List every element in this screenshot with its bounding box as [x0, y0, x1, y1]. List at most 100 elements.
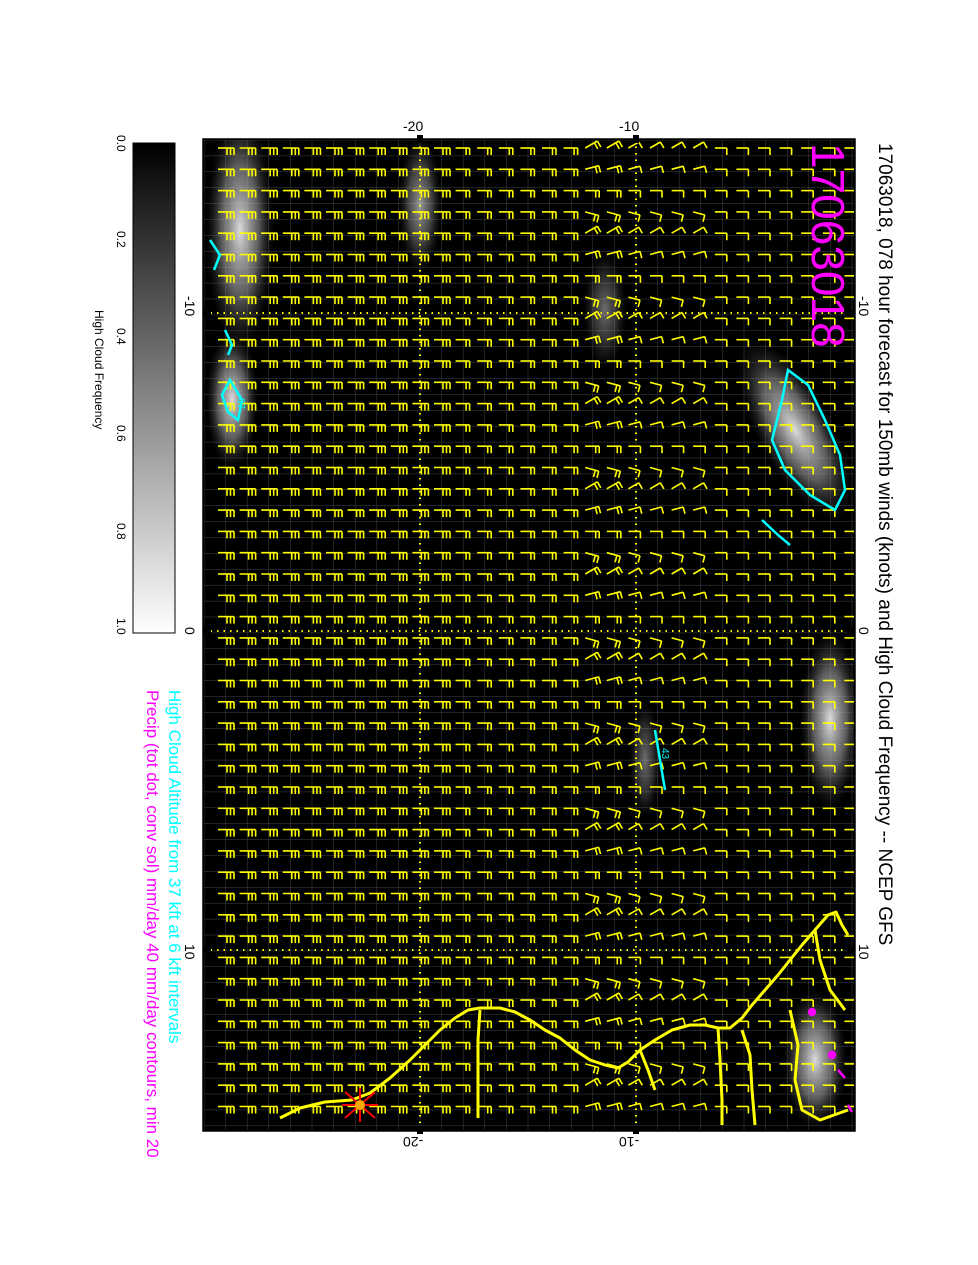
wind-barb	[347, 1041, 365, 1050]
wind-barb	[477, 850, 493, 858]
wind-barb	[434, 956, 451, 965]
wind-barb	[369, 509, 387, 518]
wind-barb	[412, 487, 430, 496]
wind-barb	[736, 722, 750, 731]
wind-barb	[585, 786, 601, 794]
wind-barb	[477, 637, 493, 645]
wind-barb	[390, 679, 408, 688]
wind-barb	[261, 637, 279, 645]
top-tick-label: -20	[403, 118, 424, 134]
wind-barb	[692, 676, 708, 685]
wind-barb	[779, 530, 793, 539]
wind-barb	[563, 615, 579, 624]
wind-barb	[412, 381, 430, 390]
wind-barb	[239, 530, 257, 539]
wind-barb	[671, 761, 686, 770]
wind-barb	[779, 338, 793, 347]
wind-barb	[844, 487, 854, 490]
wind-barb	[390, 168, 408, 177]
wind-barb	[304, 530, 322, 539]
wind-barb	[477, 700, 493, 709]
wind-barb	[326, 1020, 343, 1029]
cloud-patch	[737, 339, 853, 521]
wind-barb	[304, 445, 322, 454]
wind-barb	[606, 211, 622, 223]
wind-barb	[801, 360, 815, 368]
wind-barb	[304, 317, 322, 326]
wind-barb	[477, 999, 493, 1007]
wind-barb	[434, 1105, 451, 1114]
wind-barb	[326, 850, 343, 858]
wind-barb	[390, 786, 408, 794]
wind-barb	[218, 147, 235, 155]
wind-barb	[801, 999, 815, 1007]
wind-barb	[758, 274, 771, 283]
wind-barb	[455, 424, 471, 432]
wind-barb	[692, 761, 708, 770]
wind-barb	[369, 168, 387, 177]
wind-barb	[347, 253, 365, 262]
wind-barb	[304, 424, 322, 432]
wind-barb	[434, 253, 451, 262]
wind-barb	[650, 871, 663, 880]
wind-barb	[434, 637, 451, 645]
wind-barb	[520, 232, 536, 241]
wind-barb	[390, 573, 408, 581]
wind-barb	[390, 1020, 408, 1029]
wind-barb	[693, 700, 707, 709]
wind-barb	[844, 764, 854, 767]
wind-barb	[563, 189, 579, 198]
wind-barb	[304, 487, 322, 496]
wind-barb	[779, 1063, 793, 1071]
wind-barb	[822, 1063, 836, 1071]
wind-barb	[520, 999, 536, 1007]
wind-barb	[779, 935, 793, 944]
wind-barb	[239, 445, 257, 454]
wind-barb	[671, 567, 687, 575]
wind-barb	[347, 892, 365, 901]
wind-barb	[542, 913, 557, 922]
wind-barb	[584, 466, 600, 479]
wind-barb	[261, 700, 279, 709]
wind-barb	[628, 567, 643, 575]
wind-barb	[239, 232, 257, 241]
wind-barb	[585, 956, 601, 965]
wind-barb	[563, 487, 579, 496]
wind-barb	[628, 165, 643, 174]
wind-barb	[347, 445, 365, 454]
wind-barb	[693, 956, 707, 965]
wind-barb	[736, 381, 750, 390]
wind-barb	[261, 338, 279, 347]
wind-barb	[218, 615, 235, 624]
wind-barb	[326, 1063, 343, 1071]
wind-barb	[498, 487, 514, 496]
wind-barb	[282, 722, 300, 731]
wind-barb	[434, 679, 451, 688]
wind-barb	[779, 1041, 793, 1050]
wind-barb	[477, 509, 493, 518]
wind-barb	[606, 722, 622, 734]
wind-barb	[282, 871, 300, 880]
wind-barb	[606, 615, 622, 624]
wind-barb	[692, 226, 708, 234]
wind-barb	[304, 807, 322, 816]
wind-barb	[628, 591, 643, 600]
wind-barb	[671, 1041, 685, 1050]
wind-barb	[736, 338, 750, 347]
wind-barb	[606, 140, 624, 150]
wind-barb	[520, 573, 536, 581]
wind-barb	[261, 764, 279, 773]
wind-barb	[304, 956, 322, 965]
wind-barb	[542, 189, 557, 198]
wind-barb	[779, 296, 793, 305]
wind-barb	[628, 381, 641, 393]
wind-barb	[758, 487, 771, 496]
wind-barb	[498, 232, 514, 241]
wind-barb	[650, 956, 663, 965]
wind-barb	[455, 1084, 471, 1093]
wind-barb	[304, 253, 322, 262]
wind-barb	[498, 764, 514, 773]
wind-barb	[822, 892, 836, 901]
wind-barb	[822, 679, 836, 688]
wind-barb	[412, 274, 430, 283]
